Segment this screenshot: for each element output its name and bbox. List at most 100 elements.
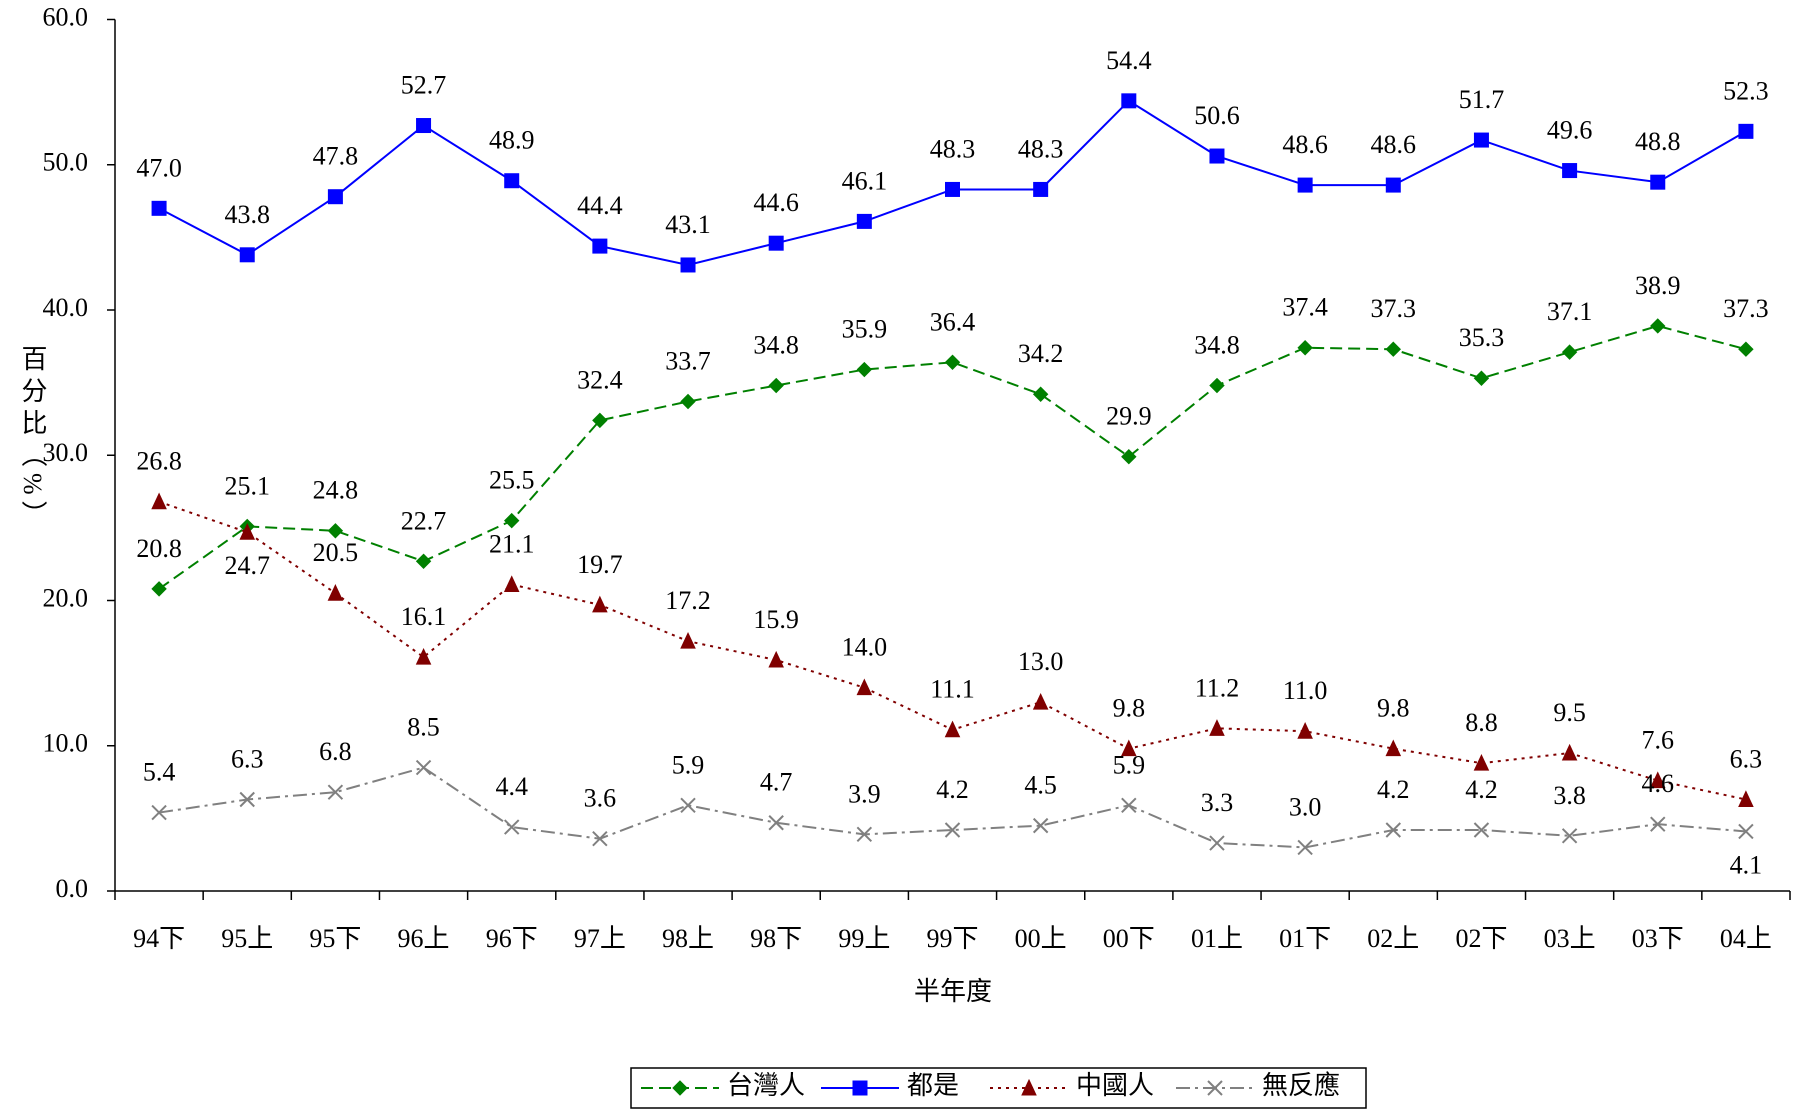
marker	[416, 118, 432, 134]
data-label: 7.6	[1642, 726, 1675, 755]
data-label: 15.9	[753, 605, 799, 634]
x-tick-label: 98上	[662, 924, 714, 953]
data-label: 43.1	[665, 210, 711, 239]
x-tick-label: 02下	[1455, 924, 1507, 953]
data-label: 3.8	[1553, 781, 1586, 810]
x-tick-label: 99上	[838, 924, 890, 953]
marker	[1297, 340, 1313, 356]
y-tick-label: 10.0	[43, 729, 89, 758]
marker	[1473, 753, 1490, 771]
marker	[1121, 448, 1137, 465]
y-axis-title: 百分比（%）	[18, 345, 47, 533]
x-tick-label: 01上	[1191, 924, 1243, 953]
marker	[1738, 823, 1754, 840]
marker	[1650, 318, 1666, 334]
marker	[944, 720, 961, 738]
marker	[1032, 386, 1049, 402]
marker	[503, 575, 520, 593]
marker	[327, 523, 344, 539]
x-tick-label: 00上	[1015, 924, 1067, 953]
data-label: 48.8	[1635, 127, 1681, 156]
data-label: 25.1	[224, 471, 270, 500]
data-label: 51.7	[1459, 85, 1505, 114]
data-label: 35.3	[1459, 323, 1505, 352]
marker	[1121, 739, 1137, 757]
marker	[856, 826, 873, 843]
data-label: 52.3	[1723, 76, 1769, 105]
y-tick-label: 40.0	[43, 293, 89, 322]
data-label: 11.0	[1283, 676, 1328, 705]
marker	[1561, 344, 1578, 360]
data-label: 5.9	[672, 750, 705, 779]
data-label: 4.2	[1465, 775, 1498, 804]
x-tick-label: 97上	[574, 924, 626, 953]
data-label: 4.2	[1377, 775, 1410, 804]
marker	[1385, 177, 1401, 193]
x-tick-label: 01下	[1279, 924, 1331, 953]
data-label: 36.4	[930, 307, 976, 336]
marker	[239, 247, 255, 263]
marker	[592, 595, 608, 613]
data-label: 4.7	[760, 768, 793, 797]
marker	[768, 650, 784, 668]
data-label: 24.7	[224, 551, 270, 580]
marker	[852, 1080, 868, 1096]
marker	[239, 523, 256, 540]
data-label: 33.7	[665, 346, 711, 375]
data-label: 48.9	[489, 126, 535, 155]
data-label: 38.9	[1635, 271, 1681, 300]
data-label: 3.0	[1289, 792, 1322, 821]
data-label: 54.4	[1106, 46, 1152, 75]
data-label: 4.2	[936, 775, 969, 804]
marker	[680, 631, 696, 649]
marker	[415, 759, 432, 776]
marker	[1385, 739, 1402, 757]
marker	[680, 797, 696, 814]
marker	[1207, 1080, 1223, 1096]
marker	[945, 181, 960, 197]
y-tick-label: 20.0	[43, 583, 89, 612]
y-tick-label: 0.0	[56, 874, 89, 903]
marker	[1738, 341, 1754, 357]
data-label: 11.2	[1195, 673, 1240, 702]
data-label: 52.7	[401, 71, 447, 100]
marker	[1561, 743, 1578, 761]
marker	[1209, 835, 1225, 851]
data-label: 8.8	[1465, 708, 1498, 737]
marker	[856, 678, 873, 696]
data-label: 19.7	[577, 550, 623, 579]
data-label: 32.4	[577, 365, 623, 394]
data-label: 6.3	[1730, 744, 1763, 773]
marker	[1649, 771, 1666, 789]
data-label: 34.8	[1194, 330, 1240, 359]
legend-label: 中國人	[1076, 1071, 1154, 1100]
x-tick-label: 99下	[926, 924, 978, 953]
marker	[672, 1080, 688, 1096]
data-label: 9.8	[1113, 694, 1146, 723]
marker	[504, 173, 520, 189]
data-label: 37.1	[1547, 297, 1593, 326]
x-tick-label: 95上	[221, 924, 273, 953]
data-label: 24.8	[313, 476, 359, 505]
marker	[1473, 822, 1490, 838]
x-tick-label: 96上	[398, 924, 450, 953]
marker	[327, 189, 343, 205]
marker	[768, 235, 784, 251]
data-label: 4.6	[1642, 769, 1675, 798]
data-label: 48.6	[1282, 130, 1328, 159]
marker	[504, 819, 520, 835]
marker	[1121, 797, 1137, 814]
data-label: 9.8	[1377, 694, 1410, 723]
marker	[1297, 722, 1313, 739]
data-label: 6.8	[319, 737, 352, 766]
marker	[1121, 93, 1137, 109]
marker	[327, 584, 344, 601]
marker	[1033, 181, 1049, 197]
marker	[856, 213, 872, 229]
data-label: 25.5	[489, 466, 535, 495]
marker	[415, 553, 432, 569]
marker	[1385, 341, 1401, 357]
marker	[1209, 377, 1225, 394]
marker	[768, 815, 784, 831]
marker	[1561, 828, 1578, 844]
